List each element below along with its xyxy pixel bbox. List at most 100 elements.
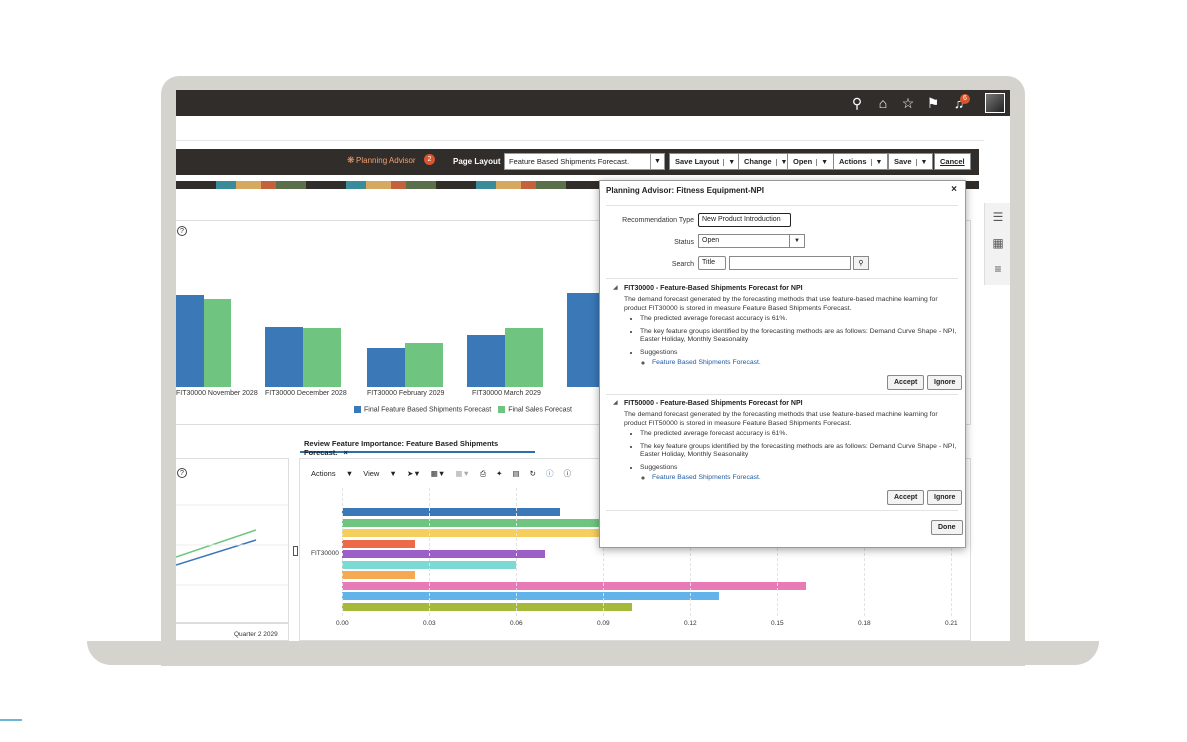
layout-icon[interactable]: ▦ <box>992 236 1004 250</box>
chevron-down-icon[interactable]: ▼ <box>870 159 882 166</box>
x-tick-label: 0.09 <box>597 620 610 627</box>
review-feature-tab[interactable]: Review Feature Importance: Feature Based… <box>300 436 535 457</box>
recommendation-text: The demand forecast generated by the for… <box>624 411 938 427</box>
ignore-button[interactable]: Ignore <box>927 375 963 390</box>
help-icon[interactable]: ⓘ <box>563 469 572 478</box>
help-icon[interactable]: ? <box>177 226 187 236</box>
actions-menu-label: Actions <box>311 469 336 478</box>
avatar[interactable] <box>985 93 1005 113</box>
search-field-value: Title <box>702 259 715 266</box>
collapse-triangle-icon[interactable]: ◢ <box>613 400 618 406</box>
hbar[interactable] <box>342 518 603 527</box>
table-icon[interactable]: ▤ <box>512 469 520 478</box>
x-tick-label: FIT30000 February 2029 <box>367 390 445 397</box>
bar[interactable] <box>303 328 341 387</box>
collapse-handle[interactable] <box>293 546 298 556</box>
search-icon: ⚲ <box>858 260 864 267</box>
tab-label: Review Feature Importance: Feature Based… <box>304 439 499 457</box>
chevron-down-icon: ▼ <box>650 154 664 169</box>
laptop-base <box>87 641 1099 665</box>
recommendation-text: The demand forecast generated by the for… <box>624 296 938 312</box>
divider <box>606 278 958 279</box>
flag-icon[interactable]: ⚑ <box>926 95 940 111</box>
hbar[interactable] <box>342 581 806 590</box>
suggestion-link[interactable]: Feature Based Shipments Forecast. <box>652 359 761 366</box>
accept-button[interactable]: Accept <box>887 490 925 505</box>
decorative-line <box>0 719 22 721</box>
planning-advisor-icon[interactable]: ❋ <box>347 155 355 165</box>
bullet: Suggestions <box>640 349 959 358</box>
divider <box>606 510 958 511</box>
planning-advisor-badge: 2 <box>424 154 435 165</box>
planning-advisor-link[interactable]: Planning Advisor <box>356 156 416 165</box>
bar[interactable] <box>467 335 505 387</box>
chevron-down-icon[interactable]: ▼ <box>775 159 787 166</box>
refresh-icon[interactable]: ↻ <box>529 469 536 478</box>
save-layout-button[interactable]: Save Layout ▼ <box>669 153 742 170</box>
bar-chart-panel <box>176 220 971 425</box>
hbar[interactable] <box>342 539 415 548</box>
grid-line <box>864 488 865 616</box>
chevron-down-icon[interactable]: ▼ <box>723 159 735 166</box>
search-field-select[interactable]: Title <box>698 256 726 270</box>
grid-line <box>429 488 430 616</box>
actions-menu[interactable]: Actions ▼ <box>311 469 354 478</box>
document-icon[interactable]: ☰ <box>992 210 1004 224</box>
search-icon[interactable]: ⚲ <box>851 95 863 111</box>
star-icon[interactable]: ☆ <box>901 95 915 111</box>
suggestion-link[interactable]: Feature Based Shipments Forecast. <box>652 474 761 481</box>
chevron-down-icon[interactable]: ▼ <box>816 159 828 166</box>
list-icon[interactable]: ≡ <box>994 262 1002 276</box>
done-button[interactable]: Done <box>931 520 963 535</box>
search-button[interactable]: ⚲ <box>853 256 869 270</box>
bar[interactable] <box>367 348 405 387</box>
navigate-icon[interactable]: ➤▼ <box>406 469 421 478</box>
columns-icon[interactable]: ▦▼ <box>430 469 446 478</box>
open-button[interactable]: Open ▼ <box>787 153 835 170</box>
accept-button[interactable]: Accept <box>887 375 925 390</box>
series-line <box>176 539 257 566</box>
hbar[interactable] <box>342 602 632 611</box>
pivot-icon: ▦▼ <box>455 469 470 478</box>
cancel-button[interactable]: Cancel <box>934 153 971 170</box>
global-header: ⚲ ⌂ ☆ ⚑ ♫ 6 <box>176 90 1010 116</box>
ignore-button[interactable]: Ignore <box>927 490 963 505</box>
print-icon[interactable]: ⎙ <box>479 469 486 478</box>
page-layout-select[interactable]: Feature Based Shipments Forecast. ▼ <box>504 153 665 170</box>
recommendation-type-value: New Product Introduction <box>702 216 781 223</box>
change-button[interactable]: Change ▼ <box>738 153 794 170</box>
actions-button[interactable]: Actions ▼ <box>833 153 889 170</box>
help-icon[interactable]: ? <box>177 468 187 478</box>
tools-icon[interactable]: ✦ <box>496 469 503 478</box>
bar[interactable] <box>176 295 204 387</box>
hbar[interactable] <box>342 508 560 516</box>
bar[interactable] <box>405 343 443 387</box>
hbar[interactable] <box>342 529 603 537</box>
view-menu[interactable]: View ▼ <box>363 469 397 478</box>
bar[interactable] <box>204 299 231 387</box>
bell-icon[interactable]: ♫ <box>953 95 965 111</box>
line-chart <box>176 504 288 624</box>
recommendation-type-select[interactable]: New Product Introduction <box>698 213 791 227</box>
hbar[interactable] <box>342 571 415 579</box>
x-tick-label: FIT30000 November 2028 <box>176 390 258 397</box>
close-icon[interactable]: × <box>951 184 957 195</box>
chevron-down-icon[interactable]: ▼ <box>915 159 927 166</box>
planning-advisor-dialog: Planning Advisor: Fitness Equipment-NPI … <box>599 180 966 548</box>
hbar[interactable] <box>342 592 719 600</box>
close-icon[interactable]: × <box>343 448 348 457</box>
grid-line <box>690 488 691 616</box>
hbar[interactable] <box>342 550 545 558</box>
line-chart-panel <box>176 458 289 641</box>
bar[interactable] <box>567 293 599 387</box>
grid-line <box>342 488 343 616</box>
search-input[interactable] <box>729 256 851 270</box>
bar[interactable] <box>505 328 543 387</box>
status-select[interactable]: Open ▼ <box>698 234 805 248</box>
home-icon[interactable]: ⌂ <box>878 95 888 111</box>
page-layout-value: Feature Based Shipments Forecast. <box>509 157 630 166</box>
bar[interactable] <box>265 327 303 387</box>
save-button[interactable]: Save ▼ <box>888 153 934 170</box>
info-icon[interactable]: ⓘ <box>546 469 554 478</box>
collapse-triangle-icon[interactable]: ◢ <box>613 285 618 291</box>
